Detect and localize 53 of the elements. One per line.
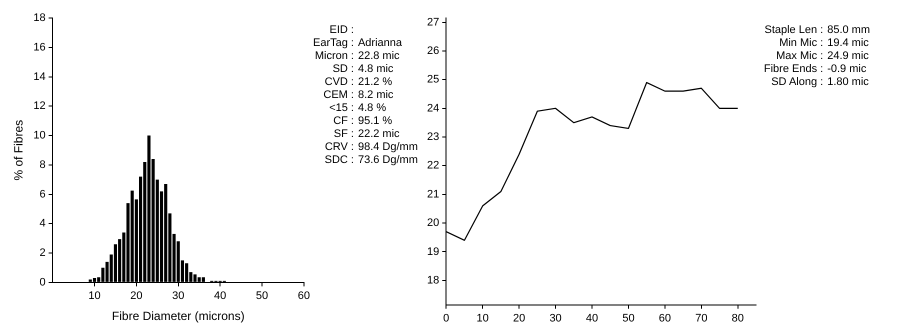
text: Micron : 22.8 mic: [314, 50, 401, 63]
y-axis-title: % of Fibres: [12, 120, 26, 181]
text: Staple Len : 85.0 mm: [764, 24, 870, 37]
y-tick-label: 18: [33, 12, 46, 24]
y-tick-label: 26: [426, 45, 440, 58]
x-tick-label: 50: [622, 312, 634, 324]
x-tick-label: 60: [658, 312, 671, 324]
y-tick-label: 14: [33, 70, 46, 83]
y-tick-label: 23: [426, 131, 440, 144]
text: EID :: [328, 24, 354, 37]
y-tick-label: 4: [40, 218, 46, 230]
text: <15 : 4.8 %: [328, 102, 388, 115]
y-tick-label: 2: [40, 247, 46, 260]
y-tick-label: 27: [426, 16, 440, 28]
y-tick-label: 20: [426, 217, 440, 230]
y-tick-label: 12: [33, 100, 46, 112]
y-tick-label: 6: [40, 188, 46, 200]
x-tick-label: 10: [476, 312, 489, 324]
y-tick-label: 16: [33, 41, 46, 54]
text: CF : 95.1 %: [332, 115, 394, 128]
x-tick-label: 50: [256, 290, 268, 302]
y-tick-label: 24: [426, 102, 440, 114]
x-axis-title: Fibre Diameter (microns): [112, 309, 245, 324]
x-tick-label: 40: [214, 290, 226, 302]
text: CEM : 8.2 mic: [322, 89, 394, 102]
text: SD Along : 1.80 mic: [770, 76, 870, 89]
text: Min Mic : 19.4 mic: [778, 37, 870, 50]
y-tick-label: 22: [426, 160, 440, 172]
text: Max Mic : 24.9 mic: [775, 50, 870, 63]
x-tick-label: 20: [512, 312, 526, 324]
text: CVD : 21.2 %: [324, 76, 394, 89]
x-tick-label: 10: [88, 290, 101, 302]
text: CRV : 98.4 Dg/mm: [324, 141, 418, 154]
x-tick-label: 60: [298, 290, 310, 302]
x-tick-label: 70: [695, 312, 708, 324]
text: SF : 22.2 mic: [332, 128, 401, 141]
y-tick-label: 25: [426, 74, 440, 86]
y-tick-label: 8: [40, 158, 46, 171]
text: EarTag : Adrianna: [313, 37, 404, 50]
y-tick-label: 21: [426, 188, 440, 200]
x-tick-label: 30: [172, 290, 184, 302]
y-tick-label: 10: [33, 130, 46, 142]
text: Fibre Ends : -0.9 mic: [764, 63, 868, 76]
text: SDC : 73.6 Dg/mm: [324, 154, 418, 167]
y-tick-label: 0: [40, 276, 46, 288]
text: SD : 4.8 mic: [332, 63, 394, 76]
x-tick-label: 40: [586, 312, 598, 324]
y-tick-label: 19: [426, 246, 440, 258]
x-tick-label: 30: [549, 312, 562, 324]
x-tick-label: 20: [130, 290, 143, 302]
x-tick-label: 0: [443, 312, 450, 324]
x-tick-label: 80: [732, 312, 744, 324]
y-tick-label: 18: [426, 274, 440, 286]
